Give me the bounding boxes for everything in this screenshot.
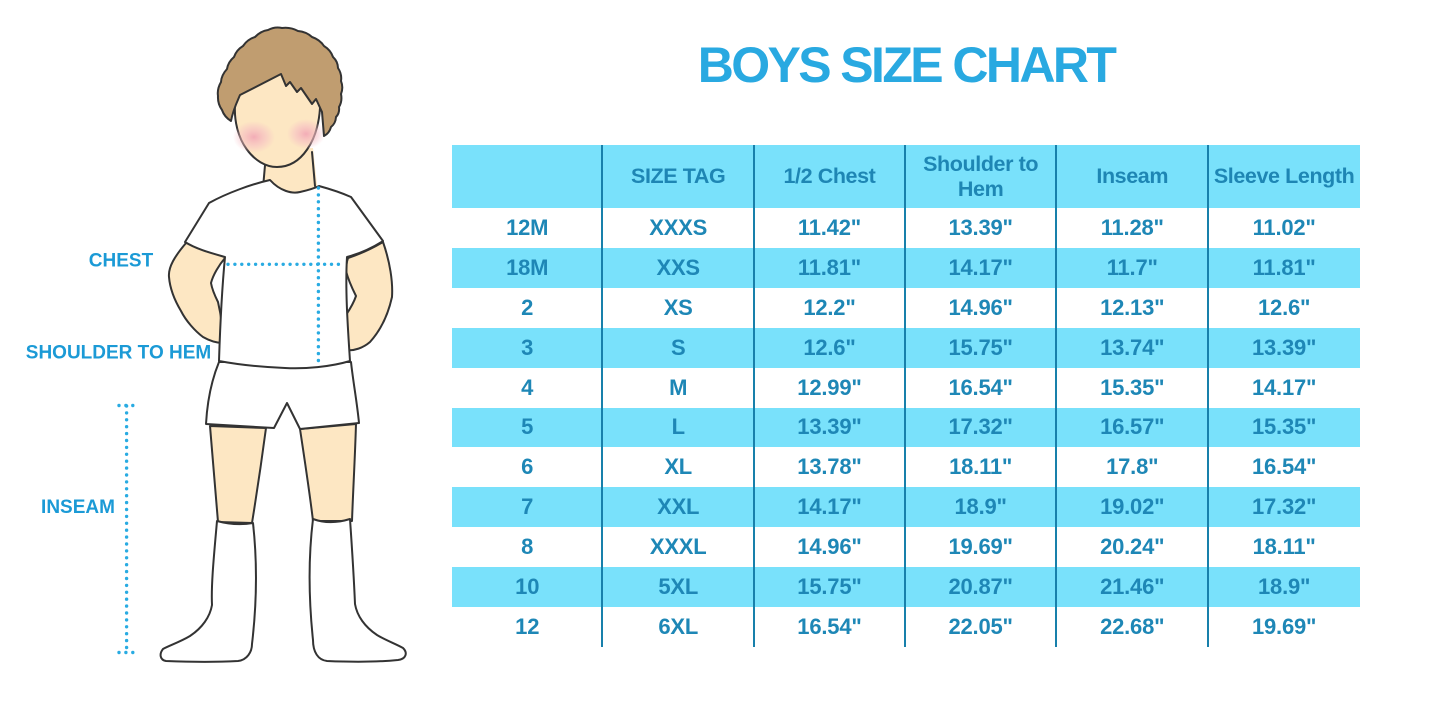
svg-text:SHOULDER TO HEM: SHOULDER TO HEM <box>26 343 211 364</box>
svg-text:INSEAM: INSEAM <box>41 497 115 518</box>
svg-text:CHEST: CHEST <box>89 251 154 272</box>
